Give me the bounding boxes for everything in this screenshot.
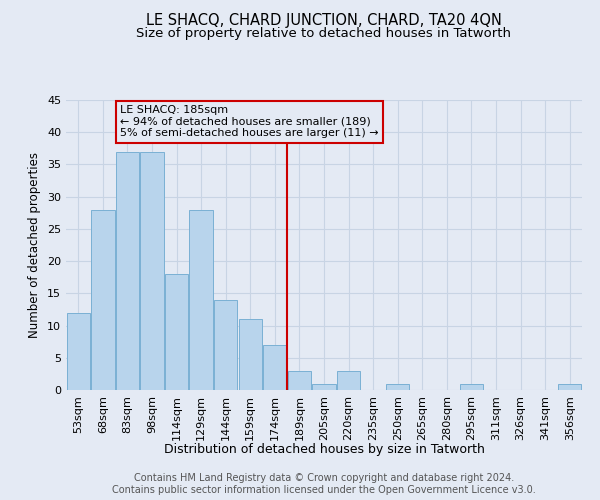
Bar [140,152,164,390]
Bar [165,274,188,390]
Text: Size of property relative to detached houses in Tatworth: Size of property relative to detached ho… [137,28,511,40]
Bar [558,384,581,390]
Bar [67,312,90,390]
Text: Distribution of detached houses by size in Tatworth: Distribution of detached houses by size … [164,442,484,456]
Bar [460,384,483,390]
Bar [386,384,409,390]
Bar [116,152,139,390]
Text: LE SHACQ: 185sqm
← 94% of detached houses are smaller (189)
5% of semi-detached : LE SHACQ: 185sqm ← 94% of detached house… [120,105,379,138]
Y-axis label: Number of detached properties: Number of detached properties [28,152,41,338]
Bar [239,319,262,390]
Text: LE SHACQ, CHARD JUNCTION, CHARD, TA20 4QN: LE SHACQ, CHARD JUNCTION, CHARD, TA20 4Q… [146,12,502,28]
Bar [190,210,213,390]
Text: Contains HM Land Registry data © Crown copyright and database right 2024.
Contai: Contains HM Land Registry data © Crown c… [112,474,536,495]
Bar [313,384,335,390]
Bar [214,300,238,390]
Bar [263,345,287,390]
Bar [337,370,360,390]
Bar [288,370,311,390]
Bar [91,210,115,390]
